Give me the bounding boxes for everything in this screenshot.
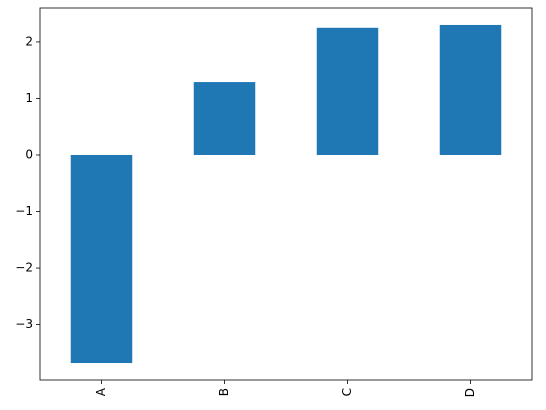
bar (316, 27, 379, 155)
y-tick-label: −2 (15, 261, 33, 275)
x-tick-label: B (217, 388, 231, 396)
bar (439, 24, 502, 155)
x-tick-label: D (463, 388, 477, 397)
bar (70, 154, 133, 364)
y-tick-label: 2 (25, 34, 33, 48)
y-tick-label: −1 (15, 204, 33, 218)
x-tick-label: C (340, 388, 354, 396)
x-tick-label: A (94, 387, 108, 396)
y-tick-label: 1 (25, 91, 33, 105)
plot-frame (39, 7, 533, 381)
y-tick-label: −3 (15, 317, 33, 331)
bar (193, 82, 256, 155)
y-tick-label: 0 (25, 147, 33, 161)
